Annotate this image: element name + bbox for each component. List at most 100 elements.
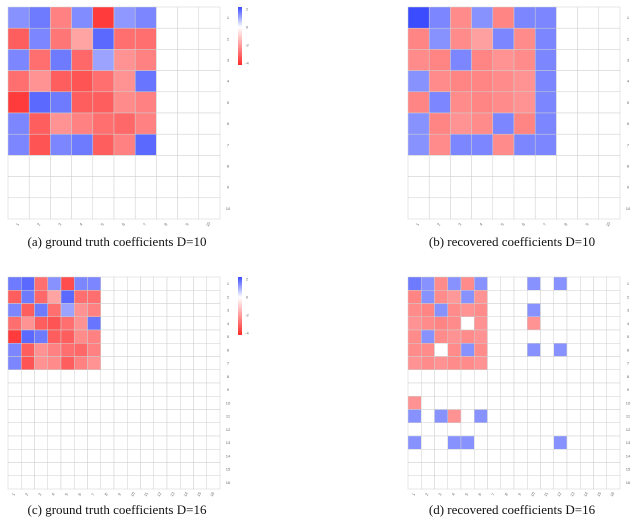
heatmap-cell — [566, 329, 581, 344]
heatmap-cell — [134, 155, 157, 177]
y-tick-label: 8 — [227, 374, 230, 379]
heatmap-cell — [28, 27, 51, 50]
heatmap-cell — [447, 396, 462, 410]
heatmap-cell — [407, 290, 422, 304]
heatmap-cell — [556, 91, 578, 114]
heatmap-cell — [127, 396, 141, 410]
y-tick-label: 9 — [627, 185, 630, 190]
heatmap-cell — [407, 462, 422, 476]
heatmap-cell — [540, 276, 554, 291]
y-tick-label: 6 — [627, 347, 630, 352]
heatmap-cell — [500, 475, 515, 490]
heatmap-cell — [513, 329, 528, 344]
heatmap-cell — [450, 70, 472, 93]
heatmap-cell — [460, 276, 475, 291]
heatmap-cell — [140, 290, 154, 304]
heatmap-cell — [606, 396, 621, 410]
heatmap-cell — [471, 155, 494, 177]
y-tick-label: 3 — [227, 308, 230, 313]
heatmap-cell — [566, 276, 581, 291]
heatmap-cell — [421, 343, 435, 357]
heatmap-cell — [113, 382, 128, 397]
heatmap-cell — [606, 356, 621, 370]
x-tick-label: 6 — [77, 491, 83, 496]
heatmap-cell — [7, 91, 30, 114]
heatmap-cell — [113, 133, 136, 156]
heatmap-cell — [113, 462, 128, 476]
heatmap-cell — [71, 6, 94, 29]
heatmap-cell — [7, 197, 30, 220]
heatmap-cell — [540, 462, 554, 476]
heatmap-cell — [100, 356, 115, 370]
heatmap-cell — [193, 449, 207, 463]
x-tick-label: 13 — [169, 490, 176, 497]
heatmap-cell — [71, 112, 94, 135]
heatmap-cell — [100, 409, 115, 423]
heatmap-cell — [540, 422, 554, 437]
heatmap-cell — [407, 133, 430, 156]
heatmap-cell — [7, 155, 30, 177]
heatmap-cell — [177, 112, 200, 135]
heatmap-cell — [206, 369, 221, 384]
colorbar-tick-label: -2 — [245, 43, 249, 48]
heatmap-cell — [500, 382, 515, 397]
heatmap-cell — [177, 70, 200, 93]
heatmap-cell — [407, 197, 430, 220]
heatmap-cell — [593, 422, 607, 437]
heatmap-cell — [47, 449, 62, 463]
x-tick-label: 4 — [50, 491, 56, 496]
heatmap-cell — [60, 449, 75, 463]
heatmap-cell — [180, 329, 194, 344]
heatmap-cell — [407, 6, 430, 29]
heatmap-cell — [474, 316, 488, 331]
x-tick-label: 2 — [424, 491, 430, 496]
heatmap-cell — [474, 329, 488, 344]
heatmap-cell — [407, 356, 422, 370]
heatmap-cell — [553, 396, 568, 410]
heatmap-cell — [87, 276, 101, 291]
heatmap-cell — [434, 449, 448, 463]
heatmap-cell — [553, 356, 568, 370]
y-tick-label: 12 — [626, 427, 631, 432]
x-tick-label: 5 — [499, 221, 505, 226]
heatmap-cell — [74, 409, 88, 423]
x-tick-label: 8 — [103, 491, 109, 496]
heatmap-cell — [450, 133, 472, 156]
heatmap-cell — [474, 290, 488, 304]
heatmap-cell — [34, 475, 48, 490]
heatmap-cell — [566, 462, 581, 476]
heatmap-cell — [556, 27, 578, 50]
heatmap-cell — [434, 329, 448, 344]
heatmap-cell — [460, 475, 475, 490]
heatmap-cell — [553, 290, 568, 304]
heatmap-cell — [580, 356, 594, 370]
caption-a: (a) ground truth coefficients D=10 — [28, 234, 207, 249]
heatmap-a: 1 2 3 4 5 6 7 8 9 10 1 2 3 4 5 6 7 8 9 10 2 0 -2 -4 — [7, 6, 250, 227]
heatmap-cell — [513, 382, 528, 397]
heatmap-cell — [487, 290, 501, 304]
heatmap-cell — [513, 6, 536, 29]
heatmap-cell — [513, 422, 528, 437]
heatmap-cell — [598, 6, 621, 29]
heatmap-cell — [113, 112, 136, 135]
x-tick-label: 8 — [563, 221, 569, 226]
heatmap-cell — [421, 422, 435, 437]
y-tick-label: 2 — [627, 294, 630, 299]
heatmap-cell — [500, 343, 515, 357]
heatmap-cell — [450, 197, 472, 220]
heatmap-cell — [556, 197, 578, 220]
heatmap-cell — [74, 329, 88, 344]
heatmap-cell — [474, 276, 488, 291]
heatmap-cell — [28, 176, 51, 199]
heatmap-cell — [87, 303, 101, 317]
heatmap-cell — [487, 435, 501, 450]
heatmap-cell — [140, 475, 154, 490]
heatmap-cell — [527, 316, 541, 331]
heatmap-cell — [421, 462, 435, 476]
heatmap-cell — [50, 49, 72, 71]
heatmap-cell — [180, 462, 194, 476]
heatmap-cell — [206, 409, 221, 423]
heatmap-cell — [421, 396, 435, 410]
y-tick-label: 3 — [227, 58, 230, 63]
